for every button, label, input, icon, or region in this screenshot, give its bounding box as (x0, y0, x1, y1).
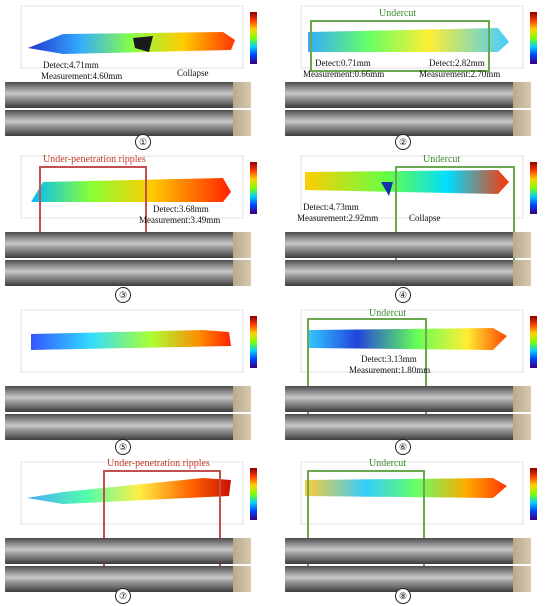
colorbar (250, 316, 257, 368)
colorbar (250, 162, 257, 214)
detect-label: Detect:3.13mm (361, 354, 417, 364)
panel-8: Undercut ⑧ (283, 458, 545, 604)
panel-number: ③ (115, 287, 131, 303)
panel-number: ⑧ (395, 588, 411, 604)
colorbar (530, 468, 537, 520)
weld-photo-top (285, 386, 531, 412)
measurement-label-a: Measurement:0.66mm (303, 69, 385, 79)
defect-title: Undercut (369, 308, 407, 319)
detect-label: Detect:4.71mm (43, 60, 99, 70)
weld-photo-top (285, 82, 531, 108)
measurement-label-b: Measurement:2.70mm (419, 69, 501, 79)
weld-photo-bottom (285, 414, 531, 440)
heatmap-plot-2 (300, 5, 524, 69)
colorbar (530, 12, 537, 64)
heatmap-plot-8 (300, 461, 524, 525)
colorbar (250, 468, 257, 520)
weld-photo-bottom (285, 260, 531, 286)
panel-7: Under-penetration ripples ⑦ (3, 458, 265, 604)
defect-title: Under-penetration ripples (43, 154, 146, 165)
panel-4: Undercut Detect:4.73mm Measurement:2.92m… (283, 152, 545, 303)
panel-1: Detect:4.71mm Measurement:4.60mm Collaps… (3, 2, 265, 150)
measurement-label: Measurement:3.49mm (139, 215, 221, 225)
panel-number: ⑥ (395, 439, 411, 455)
weld-photo-top (285, 538, 531, 564)
detect-label-a: Detect:0.71mm (315, 58, 371, 68)
heatmap-plot-5 (20, 309, 244, 373)
panel-number: ④ (395, 287, 411, 303)
weld-photo-top (5, 538, 251, 564)
weld-photo-bottom (5, 260, 251, 286)
measurement-label: Measurement:1.80mm (349, 365, 431, 375)
defect-title: Undercut (423, 154, 461, 165)
measurement-label: Measurement:4.60mm (41, 71, 123, 81)
panel-3: Under-penetration ripples Detect:3.68mm … (3, 152, 265, 303)
panel-number: ① (135, 134, 151, 150)
weld-photo-bottom (285, 110, 531, 136)
undercut-box (310, 20, 490, 72)
weld-photo-top (5, 232, 251, 258)
panel-number: ⑤ (115, 439, 131, 455)
weld-photo-bottom (285, 566, 531, 592)
weld-photo-top (285, 232, 531, 258)
defect-label: Collapse (409, 213, 441, 223)
colorbar (530, 162, 537, 214)
heatmap-plot-3 (20, 155, 244, 219)
detect-label-b: Detect:2.82mm (429, 58, 485, 68)
weld-photo-top (5, 386, 251, 412)
panel-number: ② (395, 134, 411, 150)
weld-photo-bottom (5, 566, 251, 592)
defect-label: Collapse (177, 68, 209, 78)
heatmap-plot-6 (300, 309, 524, 373)
panel-number: ⑦ (115, 588, 131, 604)
colorbar (530, 316, 537, 368)
weld-photo-bottom (5, 414, 251, 440)
panel-2: Undercut Detect:0.71mm Measurement:0.66m… (283, 2, 545, 150)
heatmap-plot-4 (300, 155, 524, 219)
defect-title: Undercut (379, 8, 417, 19)
colorbar (250, 12, 257, 64)
defect-title: Undercut (369, 458, 407, 469)
weld-photo-top (5, 82, 251, 108)
measurement-label: Measurement:2.92mm (297, 213, 379, 223)
heatmap-plot-7 (20, 461, 244, 525)
weld-photo-bottom (5, 110, 251, 136)
panel-5: ⑤ (3, 306, 265, 455)
panel-6: Undercut Detect:3.13mm Measurement:1.80m… (283, 306, 545, 455)
detect-label: Detect:4.73mm (303, 202, 359, 212)
defect-title: Under-penetration ripples (107, 458, 210, 469)
heatmap-plot-1 (20, 5, 244, 69)
detect-label: Detect:3.68mm (153, 204, 209, 214)
